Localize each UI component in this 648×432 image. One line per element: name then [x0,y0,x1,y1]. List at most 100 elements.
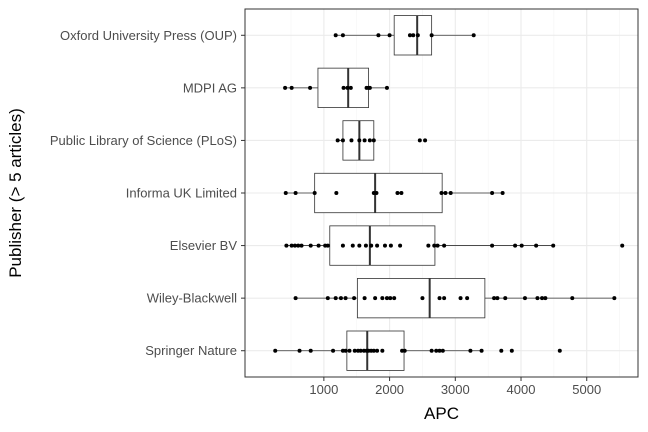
data-point [358,348,363,353]
data-point [417,138,422,143]
data-point [357,243,362,248]
data-point [367,138,372,143]
data-point [612,296,617,301]
x-axis-title: APC [424,404,459,423]
data-point [334,191,339,195]
y-tick-label: Public Library of Science (PLoS) [50,133,237,148]
data-point [347,348,352,353]
x-tick-label: 5000 [572,382,601,397]
data-point [434,348,439,353]
data-point [437,296,442,301]
data-point [273,348,278,353]
data-point [343,348,348,353]
data-point [357,138,362,143]
y-tick-label: Informa UK Limited [126,186,237,201]
data-point [335,138,340,143]
y-axis-title: Publisher (> 5 articles) [6,108,25,278]
data-point [362,138,367,143]
data-point [292,243,297,248]
data-point [522,296,527,301]
data-point [380,296,385,301]
data-point [535,296,540,301]
data-point [283,191,288,195]
data-point [443,191,448,195]
data-point [333,33,338,38]
data-point [503,296,508,301]
data-point [387,33,392,38]
data-point [411,33,416,38]
data-point [490,243,495,248]
data-point [509,348,514,353]
box [329,225,436,266]
data-point [513,243,518,248]
data-point [384,296,389,301]
data-point [308,85,313,90]
data-point [375,243,380,248]
x-tick-label: 2000 [375,382,404,397]
data-point [395,191,400,195]
data-point [570,296,575,301]
data-point [371,138,376,143]
data-point [350,243,355,248]
data-point [435,243,440,248]
data-point [340,138,345,143]
data-point [293,191,298,195]
data-point [340,33,345,38]
data-point [341,85,346,90]
data-point [296,243,301,248]
data-point [479,348,484,353]
data-point [468,348,473,353]
data-point [348,85,353,90]
data-point [308,348,313,353]
data-point [340,243,345,248]
data-point [352,348,357,353]
data-point [284,243,289,248]
data-point [345,85,350,90]
data-point [402,348,407,353]
data-point [442,296,447,301]
data-point [490,191,495,195]
y-tick-label: MDPI AG [183,80,237,95]
data-point [426,243,431,248]
data-point [423,138,428,143]
data-point [534,243,539,248]
data-point [283,85,288,90]
data-point [398,243,403,248]
data-point [500,191,505,195]
data-point [376,33,381,38]
data-point [551,243,556,248]
x-tick-label: 1000 [309,382,338,397]
data-point [367,85,372,90]
data-point [380,348,385,353]
data-point [308,243,313,248]
data-point [440,348,445,353]
data-point [420,296,425,301]
data-point [429,348,434,353]
data-point [432,243,437,248]
data-point [312,191,317,195]
data-point [371,348,376,353]
data-point [384,85,389,90]
data-point [499,348,504,353]
data-point [407,33,412,38]
data-point [492,296,497,301]
data-point [543,296,548,301]
y-tick-label: Wiley-Blackwell [147,291,237,306]
y-tick-label: Elsevier BV [170,238,238,253]
data-point [388,243,393,248]
data-point [388,296,393,301]
x-axis: 1000 2000 3000 4000 5000 [309,377,601,397]
data-point [369,243,374,248]
data-point [415,33,420,38]
data-point [429,33,434,38]
data-point [392,296,397,301]
data-point [557,348,562,353]
data-point [399,191,404,195]
data-point [331,348,336,353]
data-point [293,296,298,301]
x-tick-label: 3000 [441,382,470,397]
data-point [299,243,304,248]
y-tick-label: Oxford University Press (OUP) [60,28,237,43]
data-point [325,243,330,248]
data-point [316,243,321,248]
